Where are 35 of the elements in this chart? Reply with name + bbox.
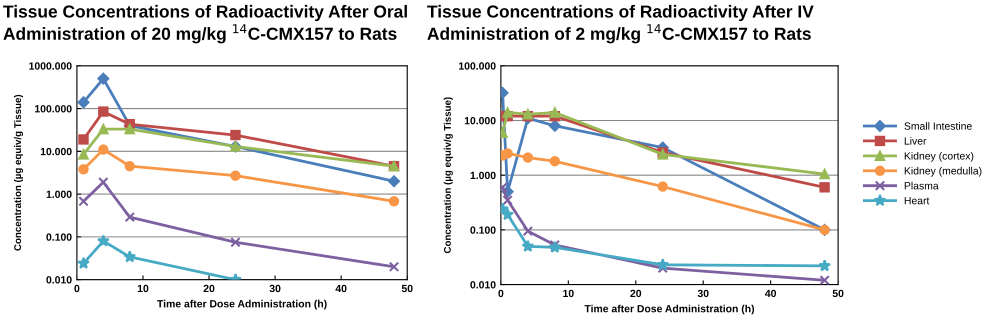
y-tick-label: 100.000	[35, 105, 72, 112]
x-tick-label: 20	[630, 290, 642, 298]
legend-label: Heart	[904, 197, 930, 204]
x-tick-label: 20	[204, 284, 214, 292]
x-tick-label: 50	[402, 284, 413, 292]
y-tick-label: 100.000	[459, 62, 496, 70]
y-axis-title: Concentration (µg equiv/g Tissue)	[14, 94, 24, 251]
x-tick-label: 10	[563, 290, 574, 298]
x-tick-label: 0	[498, 290, 504, 298]
y-axis-title: Concentration (µg equiv/g Tissue)	[444, 97, 453, 254]
x-tick-label: 40	[765, 290, 776, 298]
x-tick-label: 30	[270, 284, 280, 292]
legend-label: Small Intestine	[904, 122, 972, 130]
x-tick-label: 10	[138, 284, 148, 292]
chart-title: Tissue Concentrations of Radioactivity After Oral Administration of 20 mg/kg $^{14}$C-CMX157 to Rats	[3, 4, 407, 44]
y-tick-label: 10.000	[464, 116, 496, 124]
chart-title: Tissue Concentrations of Radioactivity After IV Administration of 2 mg/kg $^{14}$C-CMX157 to Rats	[427, 4, 814, 44]
y-tick-label: 1.000	[46, 190, 72, 198]
legend-label: Plasma	[904, 182, 939, 190]
y-tick-label: 1.000	[470, 172, 496, 180]
legend-label: Kidney (medulla)	[904, 166, 982, 177]
legend-label: Kidney (cortex)	[904, 152, 974, 162]
x-tick-label: 30	[698, 290, 709, 298]
y-tick-label: 0.010	[46, 276, 72, 284]
y-tick-label: 1000.000	[29, 62, 72, 70]
x-tick-label: 40	[336, 284, 347, 292]
legend-label: Liver	[904, 137, 926, 145]
y-tick-label: 0.010	[470, 281, 496, 288]
y-tick-label: 10.000	[40, 148, 72, 156]
x-axis-title: Time after Dose Administration (h)	[157, 300, 327, 310]
y-tick-label: 0.100	[46, 233, 72, 241]
y-tick-label: 0.100	[470, 226, 496, 234]
x-axis-title: Time after Dose Administration (h)	[584, 304, 754, 314]
x-tick-label: 50	[832, 290, 844, 298]
x-tick-label: 0	[74, 284, 80, 292]
